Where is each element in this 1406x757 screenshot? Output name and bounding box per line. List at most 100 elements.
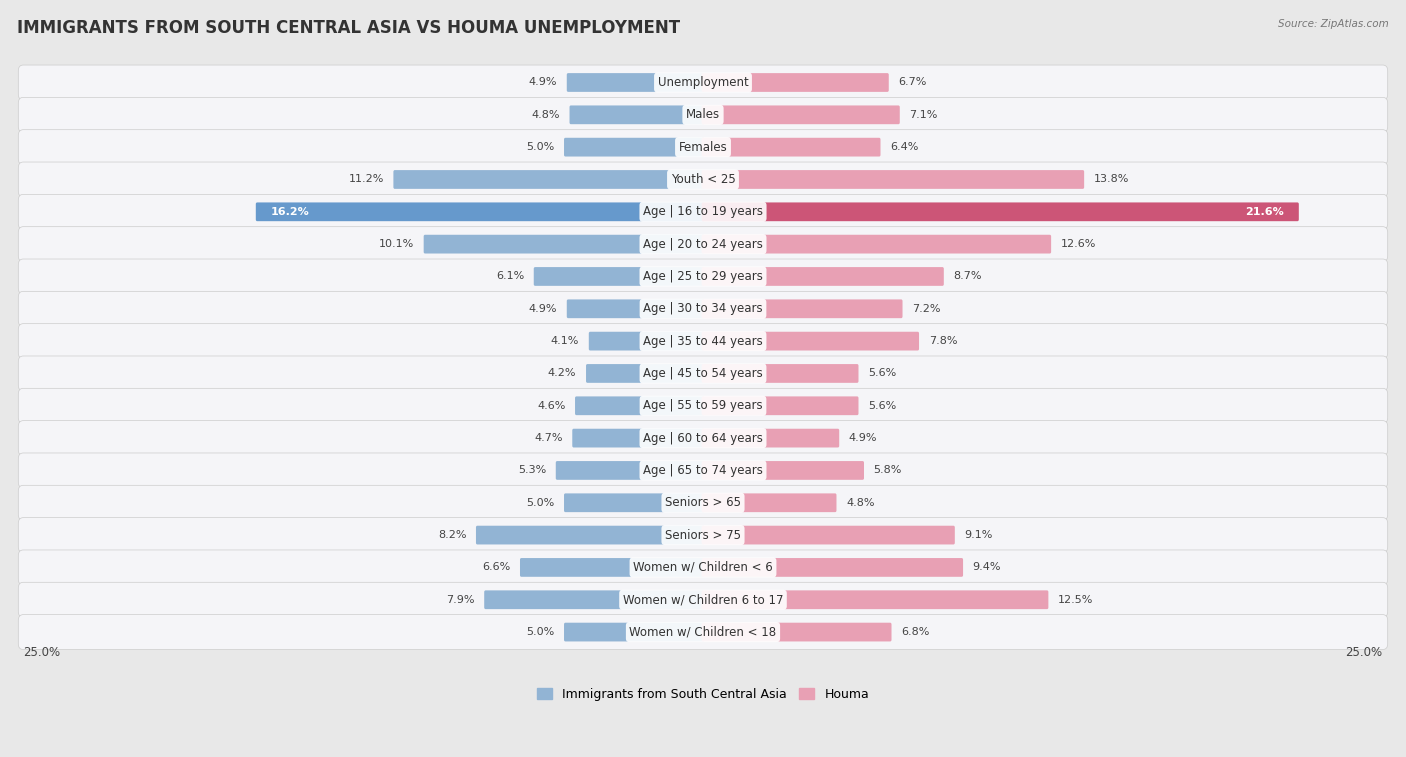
- FancyBboxPatch shape: [702, 202, 1299, 221]
- FancyBboxPatch shape: [18, 259, 1388, 294]
- FancyBboxPatch shape: [484, 590, 704, 609]
- Text: Seniors > 75: Seniors > 75: [665, 528, 741, 541]
- FancyBboxPatch shape: [702, 73, 889, 92]
- Text: Age | 65 to 74 years: Age | 65 to 74 years: [643, 464, 763, 477]
- Text: 5.0%: 5.0%: [526, 142, 554, 152]
- FancyBboxPatch shape: [18, 582, 1388, 617]
- FancyBboxPatch shape: [702, 332, 920, 350]
- Text: 5.6%: 5.6%: [868, 400, 897, 411]
- Text: Age | 20 to 24 years: Age | 20 to 24 years: [643, 238, 763, 251]
- Text: 8.2%: 8.2%: [437, 530, 467, 540]
- Text: 5.0%: 5.0%: [526, 627, 554, 637]
- Text: 6.6%: 6.6%: [482, 562, 510, 572]
- Text: 4.7%: 4.7%: [534, 433, 562, 443]
- FancyBboxPatch shape: [423, 235, 704, 254]
- Text: Women w/ Children < 6: Women w/ Children < 6: [633, 561, 773, 574]
- FancyBboxPatch shape: [18, 129, 1388, 164]
- Text: 4.9%: 4.9%: [849, 433, 877, 443]
- FancyBboxPatch shape: [18, 98, 1388, 132]
- FancyBboxPatch shape: [586, 364, 704, 383]
- FancyBboxPatch shape: [18, 162, 1388, 197]
- FancyBboxPatch shape: [702, 494, 837, 512]
- FancyBboxPatch shape: [18, 226, 1388, 262]
- FancyBboxPatch shape: [18, 485, 1388, 520]
- Text: Women w/ Children 6 to 17: Women w/ Children 6 to 17: [623, 593, 783, 606]
- Text: 9.1%: 9.1%: [965, 530, 993, 540]
- FancyBboxPatch shape: [702, 558, 963, 577]
- FancyBboxPatch shape: [18, 65, 1388, 100]
- FancyBboxPatch shape: [18, 421, 1388, 456]
- FancyBboxPatch shape: [18, 453, 1388, 488]
- FancyBboxPatch shape: [567, 300, 704, 318]
- Text: Age | 25 to 29 years: Age | 25 to 29 years: [643, 270, 763, 283]
- FancyBboxPatch shape: [555, 461, 704, 480]
- FancyBboxPatch shape: [702, 364, 859, 383]
- Text: Females: Females: [679, 141, 727, 154]
- FancyBboxPatch shape: [564, 138, 704, 157]
- Text: 6.4%: 6.4%: [890, 142, 918, 152]
- Text: 5.8%: 5.8%: [873, 466, 903, 475]
- Text: IMMIGRANTS FROM SOUTH CENTRAL ASIA VS HOUMA UNEMPLOYMENT: IMMIGRANTS FROM SOUTH CENTRAL ASIA VS HO…: [17, 19, 681, 37]
- Text: 4.2%: 4.2%: [548, 369, 576, 378]
- Text: 7.9%: 7.9%: [446, 595, 475, 605]
- FancyBboxPatch shape: [702, 138, 880, 157]
- FancyBboxPatch shape: [702, 235, 1052, 254]
- FancyBboxPatch shape: [572, 428, 704, 447]
- FancyBboxPatch shape: [256, 202, 704, 221]
- Text: Source: ZipAtlas.com: Source: ZipAtlas.com: [1278, 19, 1389, 29]
- Text: 5.0%: 5.0%: [526, 498, 554, 508]
- FancyBboxPatch shape: [702, 525, 955, 544]
- FancyBboxPatch shape: [702, 461, 865, 480]
- FancyBboxPatch shape: [702, 300, 903, 318]
- Text: 5.6%: 5.6%: [868, 369, 897, 378]
- Text: Males: Males: [686, 108, 720, 121]
- FancyBboxPatch shape: [702, 428, 839, 447]
- FancyBboxPatch shape: [18, 550, 1388, 585]
- FancyBboxPatch shape: [702, 267, 943, 286]
- FancyBboxPatch shape: [702, 590, 1049, 609]
- FancyBboxPatch shape: [394, 170, 704, 188]
- Text: Age | 35 to 44 years: Age | 35 to 44 years: [643, 335, 763, 347]
- FancyBboxPatch shape: [534, 267, 704, 286]
- FancyBboxPatch shape: [18, 291, 1388, 326]
- Text: 12.6%: 12.6%: [1060, 239, 1097, 249]
- Text: Age | 30 to 34 years: Age | 30 to 34 years: [643, 302, 763, 316]
- Text: 16.2%: 16.2%: [271, 207, 309, 217]
- FancyBboxPatch shape: [18, 388, 1388, 423]
- Text: 7.8%: 7.8%: [929, 336, 957, 346]
- FancyBboxPatch shape: [702, 397, 859, 415]
- Text: Age | 16 to 19 years: Age | 16 to 19 years: [643, 205, 763, 218]
- FancyBboxPatch shape: [569, 105, 704, 124]
- FancyBboxPatch shape: [702, 105, 900, 124]
- Text: 8.7%: 8.7%: [953, 272, 981, 282]
- Legend: Immigrants from South Central Asia, Houma: Immigrants from South Central Asia, Houm…: [531, 683, 875, 706]
- Text: 4.9%: 4.9%: [529, 77, 557, 88]
- Text: 4.9%: 4.9%: [529, 304, 557, 314]
- Text: 9.4%: 9.4%: [973, 562, 1001, 572]
- Text: Age | 55 to 59 years: Age | 55 to 59 years: [643, 399, 763, 413]
- FancyBboxPatch shape: [18, 615, 1388, 650]
- FancyBboxPatch shape: [702, 623, 891, 641]
- Text: Unemployment: Unemployment: [658, 76, 748, 89]
- Text: Age | 45 to 54 years: Age | 45 to 54 years: [643, 367, 763, 380]
- Text: 5.3%: 5.3%: [517, 466, 546, 475]
- Text: 25.0%: 25.0%: [1346, 646, 1382, 659]
- FancyBboxPatch shape: [18, 195, 1388, 229]
- FancyBboxPatch shape: [567, 73, 704, 92]
- FancyBboxPatch shape: [564, 494, 704, 512]
- Text: 6.8%: 6.8%: [901, 627, 929, 637]
- Text: 6.7%: 6.7%: [898, 77, 927, 88]
- FancyBboxPatch shape: [564, 623, 704, 641]
- Text: 4.1%: 4.1%: [551, 336, 579, 346]
- Text: 7.1%: 7.1%: [910, 110, 938, 120]
- Text: Youth < 25: Youth < 25: [671, 173, 735, 186]
- Text: Women w/ Children < 18: Women w/ Children < 18: [630, 625, 776, 639]
- Text: 21.6%: 21.6%: [1244, 207, 1284, 217]
- Text: 12.5%: 12.5%: [1057, 595, 1094, 605]
- FancyBboxPatch shape: [520, 558, 704, 577]
- Text: 4.8%: 4.8%: [846, 498, 875, 508]
- FancyBboxPatch shape: [575, 397, 704, 415]
- FancyBboxPatch shape: [18, 518, 1388, 553]
- Text: Age | 60 to 64 years: Age | 60 to 64 years: [643, 431, 763, 444]
- FancyBboxPatch shape: [18, 324, 1388, 359]
